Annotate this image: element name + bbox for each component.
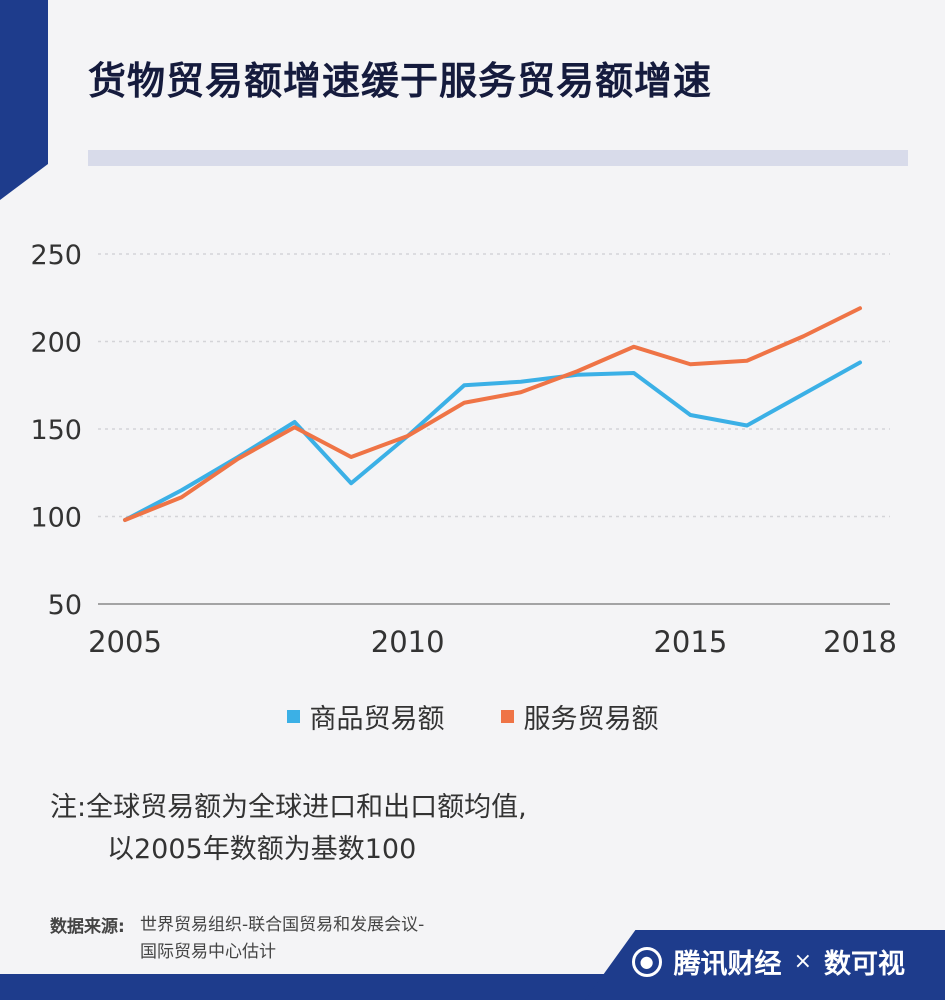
corner-accent: [0, 0, 48, 200]
chart-legend: 商品贸易额 服务贸易额: [0, 697, 945, 736]
series-line-services: [123, 306, 862, 522]
note-line-2: 以2005年数额为基数100: [107, 834, 417, 865]
source-text: 世界贸易组织-联合国贸易和发展会议- 国际贸易中心估计: [140, 912, 424, 966]
legend-swatch-goods: [286, 710, 300, 723]
y-tick-50: 50: [48, 590, 82, 621]
y-tick-100: 100: [30, 503, 82, 534]
y-tick-150: 150: [30, 415, 82, 446]
line-chart: 250 200 150 100 50 2005 2010 2015 2018: [30, 240, 897, 659]
note-line-1: 注:全球贸易额为全球进口和出口额均值,: [50, 792, 527, 823]
series-line-goods: [123, 360, 862, 522]
brand-block: ● 腾讯财经 × 数可视: [631, 942, 905, 981]
y-tick-200: 200: [30, 328, 82, 359]
series-lines: [123, 306, 862, 522]
chart-title: 货物贸易额增速缓于服务贸易额增速: [88, 59, 713, 103]
legend-label-goods: 商品贸易额: [309, 704, 445, 735]
brand-separator: ×: [793, 949, 812, 974]
tencent-finance-logo-icon: ●: [631, 946, 662, 977]
x-tick-2010: 2010: [371, 625, 445, 659]
x-tick-2018: 2018: [823, 625, 897, 659]
source-line-1: 世界贸易组织-联合国贸易和发展会议-: [140, 915, 425, 935]
x-tick-2015: 2015: [653, 625, 727, 659]
title-underline-bar: [88, 150, 908, 166]
legend-item-services: 服务贸易额: [500, 697, 659, 736]
grid-lines: [98, 253, 890, 518]
x-axis-ticks: 2005 2010 2015 2018: [88, 625, 897, 659]
legend-label-services: 服务贸易额: [523, 704, 659, 735]
brand-name: 腾讯财经: [673, 949, 782, 980]
legend-swatch-services: [500, 710, 514, 723]
partner-name: 数可视: [824, 949, 905, 980]
y-axis-ticks: 250 200 150 100 50: [30, 240, 82, 621]
y-tick-250: 250: [30, 240, 82, 271]
source-line-2: 国际贸易中心估计: [140, 942, 276, 962]
x-tick-2005: 2005: [88, 625, 162, 659]
chart-note: 注:全球贸易额为全球进口和出口额均值, 以2005年数额为基数100: [50, 787, 527, 871]
source-label: 数据来源:: [50, 917, 125, 937]
legend-item-goods: 商品贸易额: [286, 697, 445, 736]
